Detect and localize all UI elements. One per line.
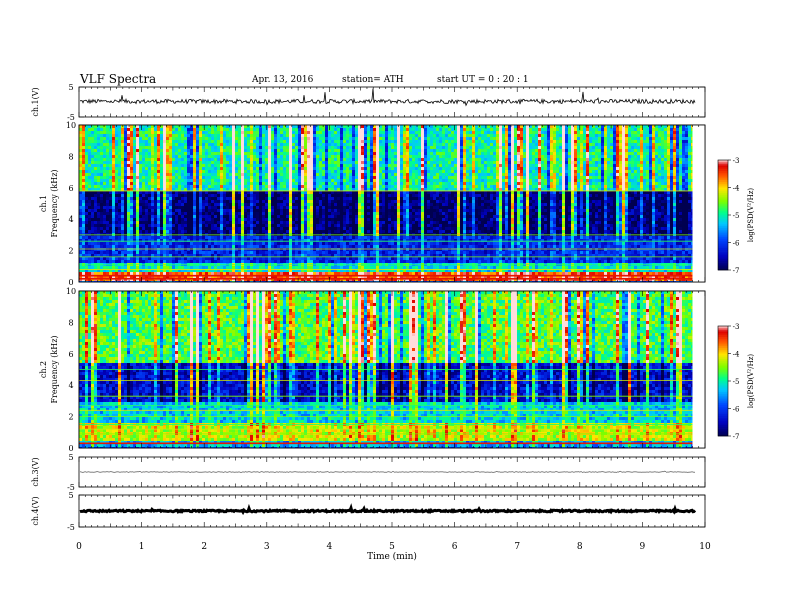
- ytick-label-3: 4: [68, 381, 73, 390]
- ytick-label-1: 5: [68, 83, 73, 92]
- station-label: station= ATH: [342, 75, 404, 85]
- ch2-spectrogram-channel-label: ch.2: [39, 361, 48, 378]
- xaxis-label: Time (min): [367, 551, 417, 562]
- ch1-spectrogram-ylabel: Frequency (kHz): [50, 169, 59, 237]
- ch1-waveform-trace: [79, 88, 696, 107]
- xtick-label: 4: [327, 542, 333, 552]
- xtick-label: 2: [201, 542, 207, 552]
- ytick-label-5: 5: [68, 491, 73, 500]
- xtick-label: 3: [264, 542, 270, 552]
- colorbar-tick-label: -6: [733, 240, 740, 248]
- ytick-label-1: -5: [67, 113, 75, 122]
- colorbar-tick-label: -4: [733, 351, 740, 359]
- figure-title: VLF Spectra: [80, 72, 156, 86]
- ch1-spectrogram-image: [79, 125, 705, 283]
- ytick-label-3: 10: [66, 287, 76, 296]
- xtick-label: 9: [640, 542, 646, 552]
- colorbar-tick-label: -7: [733, 433, 740, 441]
- colorbar-tick-label: -4: [733, 185, 740, 193]
- ch3-waveform-trace: [80, 470, 696, 473]
- ch1-spectrogram-colorbar: [717, 159, 731, 271]
- ytick-label-3: 2: [68, 413, 73, 422]
- ytick-label-2: 6: [68, 184, 73, 193]
- xtick-label: 8: [577, 542, 583, 552]
- xtick-label: 0: [76, 542, 82, 552]
- ch2-spectrogram-ylabel: Frequency (kHz): [50, 335, 59, 403]
- ch1-spectrogram-channel-label: ch.1: [39, 195, 48, 212]
- date-label: Apr. 13, 2016: [252, 75, 313, 85]
- ch1-waveform-ylabel: ch.1(V): [31, 87, 40, 116]
- colorbar-label: log(PSD(V²/Hz): [747, 188, 755, 243]
- colorbar-tick-label: -5: [733, 212, 740, 220]
- ytick-label-2: 2: [68, 247, 73, 256]
- ytick-label-4: -5: [67, 483, 75, 492]
- colorbar-tick-label: -7: [733, 267, 740, 275]
- xtick-label: 10: [699, 542, 711, 552]
- colorbar-tick-label: -6: [733, 406, 740, 414]
- ytick-label-4: 5: [68, 453, 73, 462]
- xtick-label: 1: [139, 542, 145, 552]
- xtick-label: 7: [514, 542, 520, 552]
- ch4-waveform-ylabel: ch.4(V): [31, 496, 40, 525]
- colorbar-tick-label: -5: [733, 378, 740, 386]
- xtick-label: 5: [389, 542, 395, 552]
- start-time-label: start UT = 0 : 20 : 1: [437, 75, 529, 85]
- colorbar-tick-label: -3: [733, 157, 740, 165]
- ch4-waveform-trace: [79, 503, 697, 516]
- ytick-label-2: 4: [68, 215, 73, 224]
- ytick-label-2: 8: [68, 152, 73, 161]
- ytick-label-2: 0: [68, 278, 73, 287]
- ch2-spectrogram-image: [79, 291, 705, 449]
- ytick-label-5: -5: [67, 523, 75, 532]
- colorbar-label: log(PSD(V²/Hz): [747, 354, 755, 409]
- ch2-spectrogram-colorbar: [717, 325, 731, 437]
- ytick-label-3: 8: [68, 318, 73, 327]
- ytick-label-3: 6: [68, 350, 73, 359]
- xtick-label: 6: [452, 542, 458, 552]
- colorbar-tick-label: -3: [733, 323, 740, 331]
- ch3-waveform-ylabel: ch.3(V): [31, 457, 40, 486]
- ytick-label-2: 10: [66, 121, 76, 130]
- ytick-label-3: 0: [68, 444, 73, 453]
